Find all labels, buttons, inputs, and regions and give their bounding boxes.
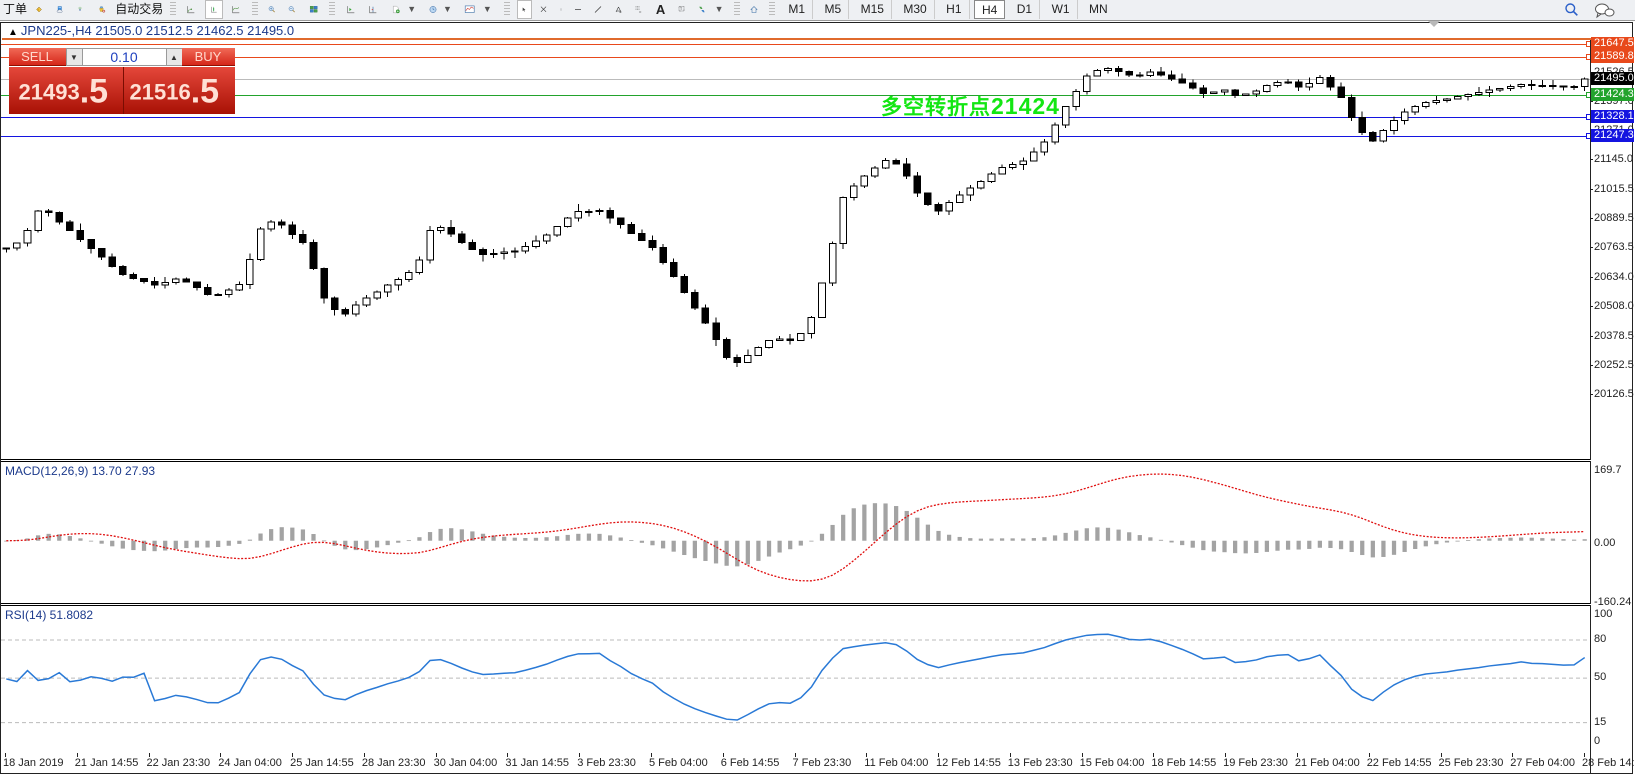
svg-text:T: T: [680, 7, 683, 11]
svg-text:▲: ▲: [190, 7, 193, 11]
svg-text:E: E: [619, 10, 621, 14]
svg-text:F: F: [640, 10, 642, 14]
